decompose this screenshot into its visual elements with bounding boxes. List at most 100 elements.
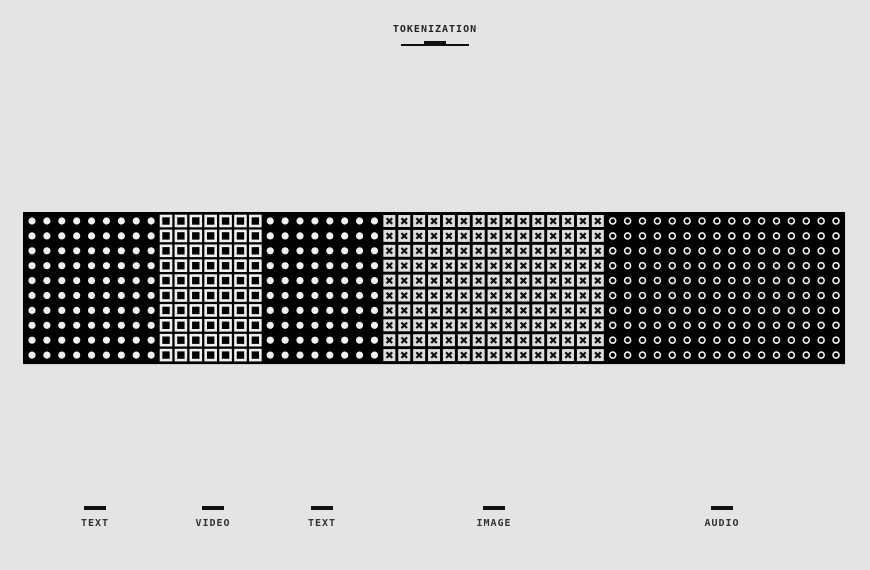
x-token-icon: [413, 289, 426, 302]
x-token-icon: [576, 229, 589, 242]
x-token-icon: [442, 304, 455, 317]
dot-token-icon: [296, 277, 304, 285]
ring-token-icon: [653, 351, 662, 359]
square-token-icon: [174, 333, 188, 347]
x-token-icon: [532, 229, 545, 242]
ring-token-icon: [787, 351, 796, 359]
square-token-icon: [174, 304, 188, 317]
x-token-icon: [472, 304, 485, 317]
ring-token-icon: [787, 276, 796, 285]
dot-token-icon: [341, 291, 349, 300]
square-token-icon: [219, 348, 232, 362]
x-token-icon: [547, 259, 560, 272]
dot-token-icon: [43, 277, 51, 285]
square-token-icon: [249, 229, 262, 243]
dot-token-icon: [341, 217, 349, 225]
x-token-icon: [472, 334, 485, 347]
dot-token-icon: [341, 321, 349, 329]
ring-token-icon: [623, 306, 632, 315]
dot-token-icon: [43, 306, 51, 314]
ring-token-icon: [817, 232, 825, 240]
dot-token-icon: [28, 336, 36, 344]
x-token-icon: [562, 319, 575, 332]
segment-marker: [711, 506, 733, 510]
x-token-icon: [547, 334, 560, 347]
x-token-icon: [442, 319, 455, 332]
x-token-icon: [562, 229, 575, 242]
x-token-icon: [517, 319, 530, 332]
ring-token-icon: [728, 291, 736, 300]
segment-text: [28, 217, 155, 359]
title-underline: [401, 44, 469, 46]
ring-token-icon: [638, 351, 647, 359]
dot-token-icon: [326, 321, 334, 329]
dot-token-icon: [355, 277, 364, 285]
square-token-icon: [249, 304, 262, 317]
ring-token-icon: [653, 276, 662, 285]
ring-token-icon: [787, 321, 796, 330]
square-token-icon: [189, 244, 203, 258]
ring-token-icon: [772, 247, 781, 255]
dot-token-icon: [147, 291, 155, 300]
x-token-icon: [502, 334, 515, 347]
segment-text: [266, 217, 379, 359]
dot-token-icon: [311, 306, 319, 314]
ring-token-icon: [608, 291, 617, 300]
x-token-icon: [428, 274, 441, 287]
ring-token-icon: [772, 276, 781, 285]
square-token-icon: [204, 229, 217, 243]
dot-token-icon: [102, 217, 111, 225]
dot-token-icon: [73, 336, 81, 344]
ring-token-icon: [772, 261, 781, 270]
ring-token-icon: [728, 247, 736, 255]
dot-token-icon: [266, 232, 274, 240]
dot-token-icon: [296, 232, 304, 240]
square-token-icon: [234, 304, 247, 317]
dot-token-icon: [311, 351, 319, 359]
square-token-icon: [234, 289, 247, 302]
dot-token-icon: [28, 351, 36, 359]
x-token-icon: [413, 259, 426, 272]
x-token-icon: [428, 349, 441, 362]
square-token-icon: [249, 333, 262, 347]
square-token-icon: [249, 259, 262, 273]
ring-token-icon: [623, 261, 632, 270]
x-token-icon: [502, 259, 515, 272]
ring-token-icon: [713, 261, 721, 270]
dot-token-icon: [73, 306, 81, 314]
x-token-icon: [547, 304, 560, 317]
ring-token-icon: [638, 217, 647, 225]
dot-token-icon: [28, 232, 36, 240]
ring-token-icon: [683, 217, 691, 225]
segment-marker: [311, 506, 333, 510]
ring-token-icon: [757, 247, 766, 255]
square-token-icon: [174, 318, 188, 332]
segment-label-image: IMAGE: [454, 500, 534, 529]
ring-token-icon: [787, 232, 796, 240]
x-token-icon: [457, 215, 470, 227]
x-token-icon: [547, 319, 560, 332]
dot-token-icon: [102, 306, 111, 314]
ring-token-icon: [653, 321, 662, 330]
dot-token-icon: [296, 262, 304, 270]
dot-token-icon: [341, 247, 349, 255]
x-token-icon: [413, 274, 426, 287]
dot-token-icon: [132, 291, 140, 300]
dot-token-icon: [281, 232, 289, 240]
x-token-icon: [532, 304, 545, 317]
square-token-icon: [219, 274, 232, 287]
x-token-icon: [562, 274, 575, 287]
dot-token-icon: [311, 232, 319, 240]
x-token-icon: [517, 304, 530, 317]
x-token-icon: [517, 229, 530, 242]
ring-token-icon: [742, 247, 751, 255]
dot-token-icon: [326, 277, 334, 285]
ring-token-icon: [817, 276, 825, 285]
x-token-icon: [562, 349, 575, 362]
x-token-icon: [413, 244, 426, 257]
ring-token-icon: [683, 247, 691, 255]
square-token-icon: [204, 259, 217, 273]
ring-token-icon: [713, 321, 721, 330]
x-token-icon: [398, 244, 411, 257]
x-token-icon: [487, 244, 500, 257]
